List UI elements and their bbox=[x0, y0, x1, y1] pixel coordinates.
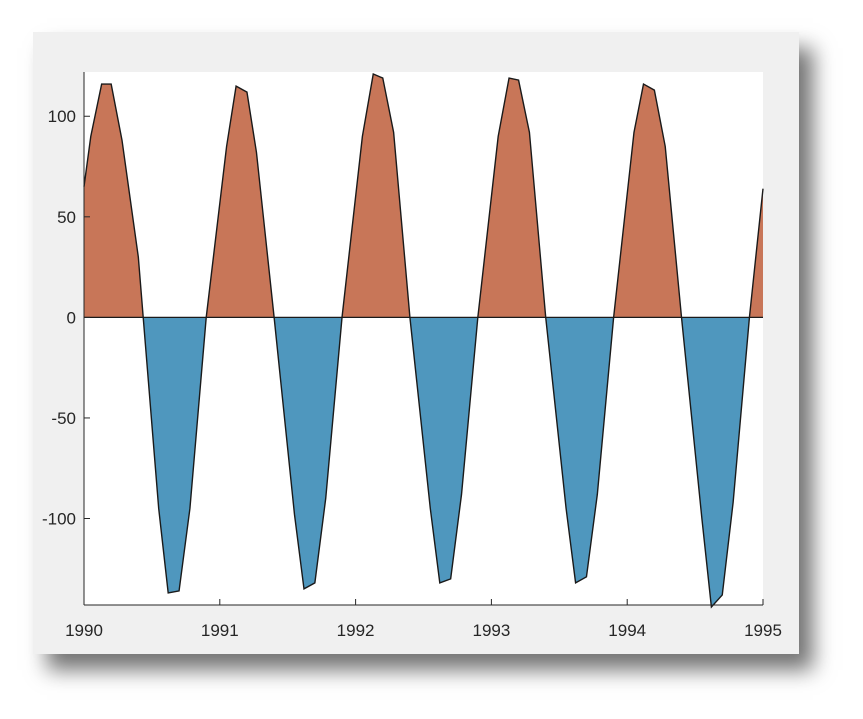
negative-area bbox=[274, 317, 343, 589]
negative-area bbox=[545, 317, 614, 583]
positive-area bbox=[613, 84, 682, 318]
data-line bbox=[83, 73, 764, 609]
y-tick-label: -50 bbox=[51, 409, 76, 428]
figure-window: 100 50 0 -50 -100 1990 1991 1992 1993 1994 1995 bbox=[33, 32, 799, 654]
positive-area bbox=[84, 84, 144, 318]
x-tick-label: 1993 bbox=[472, 621, 510, 640]
positive-area bbox=[477, 78, 546, 318]
x-tick-label: 1994 bbox=[608, 621, 646, 640]
negative-area bbox=[409, 317, 478, 583]
negative-area bbox=[143, 317, 207, 593]
y-tick-label: 50 bbox=[57, 208, 76, 227]
x-tick-label: 1995 bbox=[744, 621, 782, 640]
positive-area bbox=[206, 86, 275, 318]
positive-area bbox=[342, 74, 410, 318]
y-tick-label: -100 bbox=[42, 510, 76, 529]
fill-layer bbox=[84, 74, 763, 608]
y-tick-label: 0 bbox=[67, 308, 76, 327]
x-tick-label: 1990 bbox=[65, 621, 103, 640]
x-tick-label: 1991 bbox=[201, 621, 239, 640]
y-tick-label: 100 bbox=[48, 107, 76, 126]
negative-area bbox=[681, 317, 750, 608]
area-chart: 100 50 0 -50 -100 1990 1991 1992 1993 1994 1995 bbox=[42, 72, 782, 640]
x-tick-label: 1992 bbox=[337, 621, 375, 640]
axes: 100 50 0 -50 -100 1990 1991 1992 1993 1994 1995 bbox=[42, 72, 782, 640]
